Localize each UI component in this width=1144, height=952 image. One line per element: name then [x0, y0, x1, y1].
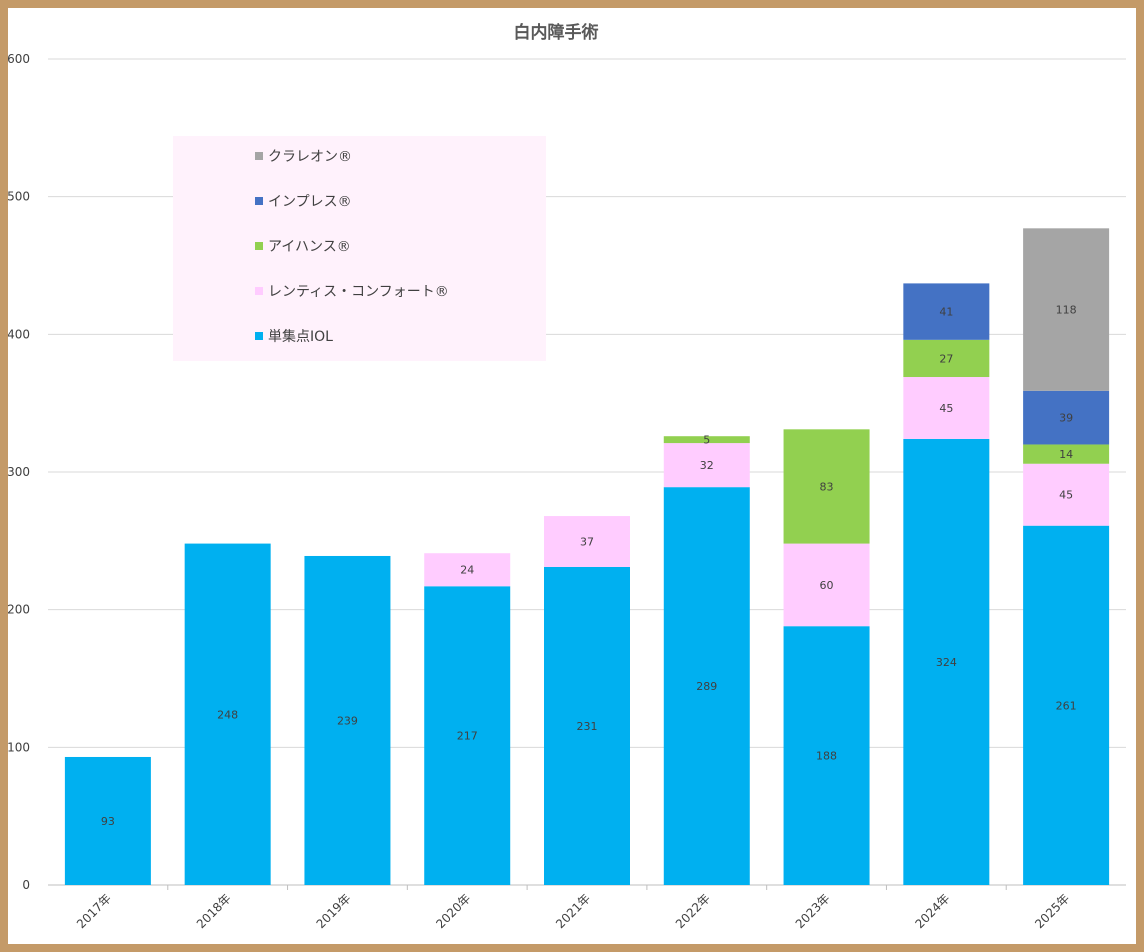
x-tick-label: 2022年 [673, 891, 713, 931]
data-label: 45 [1059, 489, 1073, 502]
data-label: 248 [217, 708, 238, 721]
x-tick-label: 2018年 [194, 891, 234, 931]
bar-segment [64, 756, 151, 885]
data-label: 83 [820, 480, 834, 493]
bar-segment [1023, 525, 1110, 885]
x-tick-label: 2024年 [912, 891, 952, 931]
data-label: 217 [457, 730, 478, 743]
data-label: 37 [580, 536, 594, 549]
legend: クラレオン® インプレス® アイハンス® レンティス・コンフォート® 単集点IOL [173, 136, 546, 361]
data-label: 41 [939, 306, 953, 319]
data-label: 289 [696, 680, 717, 693]
legend-swatch [255, 332, 263, 340]
legend-label: 単集点IOL [268, 328, 333, 345]
data-labels: 93 248 239 217 24 231 37 289 32 5 188 60 83 324 45 27 41… [101, 304, 1077, 828]
data-label: 239 [337, 714, 358, 727]
legend-label: インプレス® [268, 194, 352, 210]
data-label: 39 [1059, 412, 1073, 425]
data-label: 32 [700, 459, 714, 472]
x-tick-label: 2019年 [314, 891, 354, 931]
bar-segment [1023, 228, 1110, 391]
data-label: 60 [820, 579, 834, 592]
legend-swatch [255, 242, 263, 250]
chart-frame: 白内障手術 0 100 200 300 400 500 600 93 248 239 217 24 2… [8, 8, 1136, 944]
y-tick-label: 0 [22, 878, 30, 892]
y-tick-label: 200 [8, 603, 30, 617]
legend-label: アイハンス® [268, 239, 351, 255]
data-label: 24 [460, 564, 474, 577]
y-tick-label: 400 [8, 327, 30, 341]
data-label: 5 [703, 434, 710, 447]
bar-segment [544, 516, 630, 567]
y-axis-ticks: 0 100 200 300 400 500 600 [8, 52, 30, 892]
data-label: 324 [936, 656, 957, 669]
bar-segment [903, 438, 990, 885]
x-tick-label: 2023年 [793, 891, 833, 931]
legend-swatch [255, 197, 263, 205]
x-tick-label: 2017年 [74, 891, 114, 931]
legend-swatch [255, 287, 263, 295]
bar-segment [663, 487, 750, 885]
bar-segment [424, 553, 511, 587]
legend-label: クラレオン® [268, 149, 352, 165]
data-label: 27 [939, 352, 953, 365]
data-label: 93 [101, 815, 115, 828]
bars [64, 228, 1110, 885]
x-tick-label: 2020年 [433, 891, 473, 931]
data-label: 231 [577, 720, 598, 733]
x-tick-label: 2025年 [1032, 891, 1072, 931]
y-tick-label: 500 [8, 190, 30, 204]
chart-canvas: 白内障手術 0 100 200 300 400 500 600 93 248 239 217 24 2… [8, 22, 1126, 931]
bar-segment [1023, 463, 1110, 526]
legend-box [173, 136, 546, 361]
data-label: 261 [1056, 699, 1077, 712]
bar-segment [903, 339, 990, 378]
legend-label: レンティス・コンフォート® [268, 284, 449, 300]
bar-segment [1023, 390, 1110, 445]
bar-segment [424, 586, 511, 885]
bar-segment [783, 626, 870, 885]
bar-segment [184, 543, 271, 885]
bar-segment [663, 443, 750, 488]
data-label: 45 [939, 402, 953, 415]
x-axis-ticks: 2017年 2018年 2019年 2020年 2021年 2022年 2023年 2024年… [74, 885, 1072, 931]
bar-segment [783, 543, 870, 627]
legend-swatch [255, 152, 263, 160]
data-label: 188 [816, 750, 837, 763]
bar-segment [783, 429, 870, 544]
data-label: 14 [1059, 448, 1073, 461]
bar-segment [903, 283, 990, 340]
y-tick-label: 300 [8, 465, 30, 479]
bar-segment [544, 566, 630, 885]
bar-segment [903, 377, 990, 439]
data-label: 118 [1056, 304, 1077, 317]
y-tick-label: 600 [8, 52, 30, 66]
x-tick-label: 2021年 [553, 891, 593, 931]
bar-segment [663, 436, 750, 444]
chart-title: 白内障手術 [514, 22, 599, 43]
y-tick-label: 100 [8, 740, 30, 754]
bar-segment [304, 555, 391, 885]
bar-segment [1023, 444, 1110, 464]
